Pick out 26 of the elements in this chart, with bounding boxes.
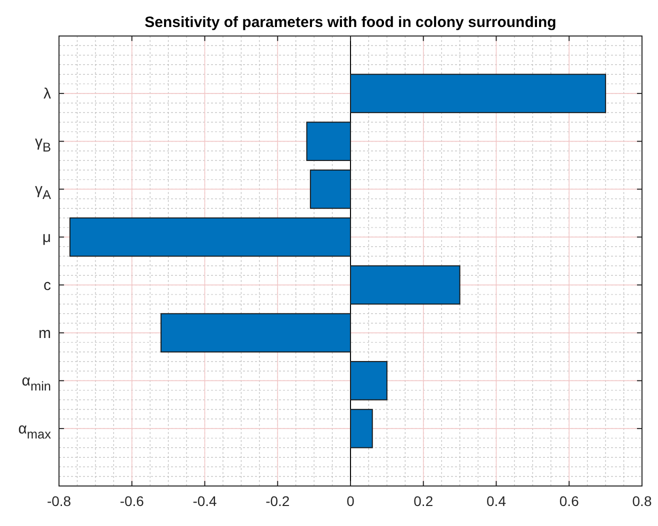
y-tick-label: c bbox=[44, 276, 52, 294]
y-tick-label: γ$_{A}$ bbox=[34, 181, 52, 202]
x-tick-label: 0 bbox=[346, 493, 355, 509]
chart-title: Sensitivity of parameters with food in colony surrounding bbox=[144, 14, 556, 31]
x-tick-label: 0.2 bbox=[414, 493, 434, 509]
bar bbox=[350, 361, 388, 400]
y-tick-label: λ bbox=[44, 85, 52, 102]
bar bbox=[350, 408, 373, 448]
bar bbox=[306, 122, 351, 161]
bar bbox=[350, 265, 460, 305]
bar bbox=[160, 313, 351, 352]
y-tick-label: α$_{min}$ bbox=[22, 372, 51, 394]
bar bbox=[350, 74, 606, 114]
x-tick-label: 0.4 bbox=[486, 493, 506, 509]
x-tick-label: -0.4 bbox=[192, 493, 218, 509]
y-tick-label: γ$_{B}$ bbox=[34, 133, 51, 154]
x-tick-label: -0.8 bbox=[46, 493, 72, 509]
y-tick-label: μ bbox=[42, 229, 51, 246]
bar bbox=[310, 170, 351, 209]
x-tick-label: -0.2 bbox=[266, 493, 290, 509]
x-tick-label: 0.6 bbox=[559, 493, 580, 509]
bar bbox=[69, 217, 351, 257]
x-tick-label: -0.6 bbox=[120, 493, 144, 509]
y-tick-label: α$_{max}$ bbox=[18, 420, 52, 442]
x-tick-label: 0.8 bbox=[632, 493, 652, 509]
y-tick-label: m bbox=[38, 324, 51, 342]
